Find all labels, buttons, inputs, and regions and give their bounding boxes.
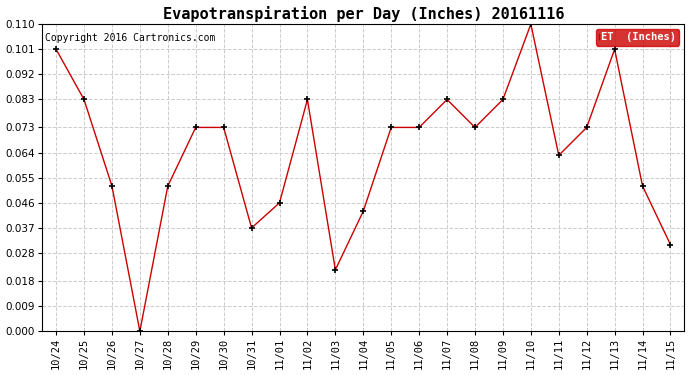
Text: Copyright 2016 Cartronics.com: Copyright 2016 Cartronics.com	[46, 33, 216, 44]
Legend: ET  (Inches): ET (Inches)	[596, 29, 679, 46]
Title: Evapotranspiration per Day (Inches) 20161116: Evapotranspiration per Day (Inches) 2016…	[163, 6, 564, 21]
